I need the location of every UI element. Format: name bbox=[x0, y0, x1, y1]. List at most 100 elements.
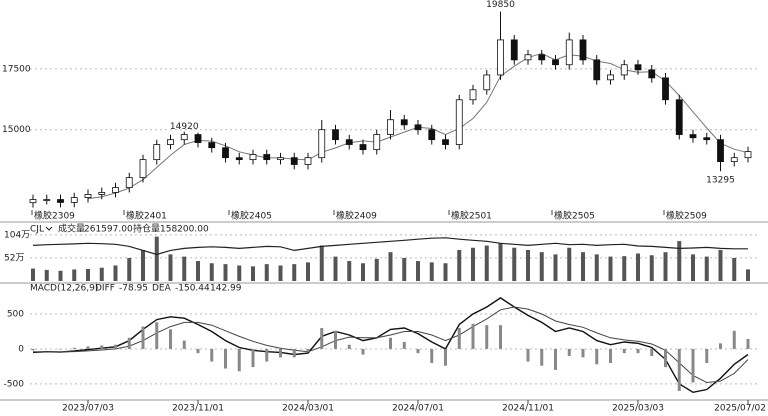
volume-bar bbox=[292, 264, 297, 281]
volume-bar bbox=[732, 257, 737, 281]
macd-bar bbox=[444, 348, 447, 366]
volume-bar bbox=[512, 247, 517, 281]
candle-body bbox=[607, 74, 614, 81]
candle-body bbox=[579, 39, 587, 61]
volume-bar bbox=[429, 262, 434, 281]
x-tick-label: 2024/11/01 bbox=[502, 404, 554, 414]
volume-bar bbox=[361, 263, 365, 281]
volume-bar bbox=[636, 253, 640, 281]
candle-body bbox=[469, 89, 477, 101]
candle-body bbox=[689, 134, 697, 139]
candle-body bbox=[717, 139, 724, 162]
volume-bar bbox=[498, 243, 503, 281]
price-annotation: 14920 bbox=[170, 122, 199, 132]
y-tick-label: 104万 bbox=[4, 230, 30, 240]
macd-bar bbox=[224, 348, 227, 369]
x-tick-label: 2024/07/01 bbox=[392, 404, 444, 414]
volume-bar bbox=[567, 247, 572, 281]
volume-bar bbox=[127, 257, 132, 281]
macd-bar bbox=[430, 348, 434, 363]
candle-body bbox=[675, 99, 683, 135]
volume-bar bbox=[581, 252, 585, 281]
legend-name: 持仓量 bbox=[133, 223, 160, 235]
volume-bar bbox=[691, 254, 695, 281]
macd-bar bbox=[540, 348, 544, 366]
candle-body bbox=[112, 187, 119, 193]
x-tick-label: 2024/03/01 bbox=[282, 404, 334, 414]
y-tick-label: 500 bbox=[7, 309, 24, 319]
candle-body bbox=[180, 134, 188, 141]
macd-bar bbox=[595, 348, 599, 365]
macd-bar bbox=[691, 348, 695, 383]
legend-value: 142.99 bbox=[210, 284, 242, 294]
dropdown-chevron[interactable] bbox=[45, 226, 53, 231]
x-tick-label: 2023/07/03 bbox=[62, 404, 114, 414]
candle-body bbox=[510, 39, 518, 61]
macd-bar bbox=[526, 348, 530, 362]
candle-body bbox=[125, 177, 133, 189]
legend-value: 158200.00 bbox=[160, 225, 209, 235]
volume-bar bbox=[251, 266, 255, 281]
candle-body bbox=[153, 144, 161, 161]
candle-body bbox=[634, 64, 642, 71]
volume-bar bbox=[484, 245, 489, 281]
price-annotation: 13295 bbox=[706, 176, 735, 186]
macd-bar bbox=[279, 348, 282, 358]
contract-label: 橡胶2401 bbox=[126, 210, 167, 222]
volume-bar bbox=[113, 265, 118, 281]
candle-body bbox=[400, 119, 408, 126]
volume-bar bbox=[471, 247, 475, 281]
macd-bar bbox=[127, 337, 131, 349]
candle-body bbox=[29, 199, 37, 204]
macd-bar bbox=[31, 348, 35, 351]
macd-bar bbox=[169, 329, 172, 349]
contract-label: 橡胶2509 bbox=[666, 210, 707, 222]
candle-body bbox=[373, 134, 381, 151]
macd-bar bbox=[237, 348, 241, 372]
macd-bar bbox=[361, 348, 365, 355]
legend-name: DIFF bbox=[95, 284, 115, 294]
macd-bar bbox=[732, 330, 736, 349]
macd-bar bbox=[664, 348, 667, 368]
price-annotation: 19850 bbox=[486, 0, 515, 10]
macd-bar bbox=[554, 348, 557, 370]
macd-bar bbox=[581, 348, 585, 358]
volume-bar bbox=[154, 236, 159, 281]
macd-bar bbox=[114, 344, 117, 349]
candle-body bbox=[565, 39, 573, 66]
volume-bar bbox=[608, 256, 613, 281]
candle-body bbox=[497, 39, 504, 76]
x-tick-label: 2023/11/01 bbox=[172, 404, 224, 414]
macd-bar bbox=[499, 325, 502, 349]
legend-name: DEA bbox=[152, 284, 172, 294]
volume-bar bbox=[746, 269, 750, 281]
macd-bar bbox=[650, 348, 654, 356]
macd-bar bbox=[141, 326, 145, 349]
macd-bar bbox=[86, 346, 90, 349]
candle-body bbox=[332, 129, 339, 141]
macd-bar bbox=[719, 343, 722, 349]
volume-bar bbox=[594, 254, 599, 281]
macd-bar bbox=[705, 348, 709, 363]
volume-bar bbox=[718, 249, 723, 281]
contract-label: 橡胶2405 bbox=[231, 210, 272, 222]
volume-bar bbox=[388, 252, 393, 281]
macd-bar bbox=[72, 347, 76, 349]
y-tick-label: 52万 bbox=[4, 253, 24, 263]
volume-bar bbox=[196, 261, 200, 281]
indicator-title: MACD(12,26,9) bbox=[30, 284, 98, 294]
macd-bar bbox=[265, 348, 269, 362]
macd-bar bbox=[622, 348, 626, 354]
contract-label: 橡胶2505 bbox=[554, 210, 595, 222]
volume-bar bbox=[526, 249, 530, 281]
candle-body bbox=[84, 194, 92, 198]
volume-bar bbox=[223, 264, 228, 281]
candle-body bbox=[387, 119, 394, 135]
macd-bar bbox=[457, 327, 461, 349]
candle-body bbox=[43, 199, 51, 201]
volume-bar bbox=[677, 241, 682, 281]
candle-body bbox=[235, 157, 243, 161]
x-tick-label: 2025/03/03 bbox=[612, 404, 664, 414]
candle-body bbox=[290, 157, 298, 165]
